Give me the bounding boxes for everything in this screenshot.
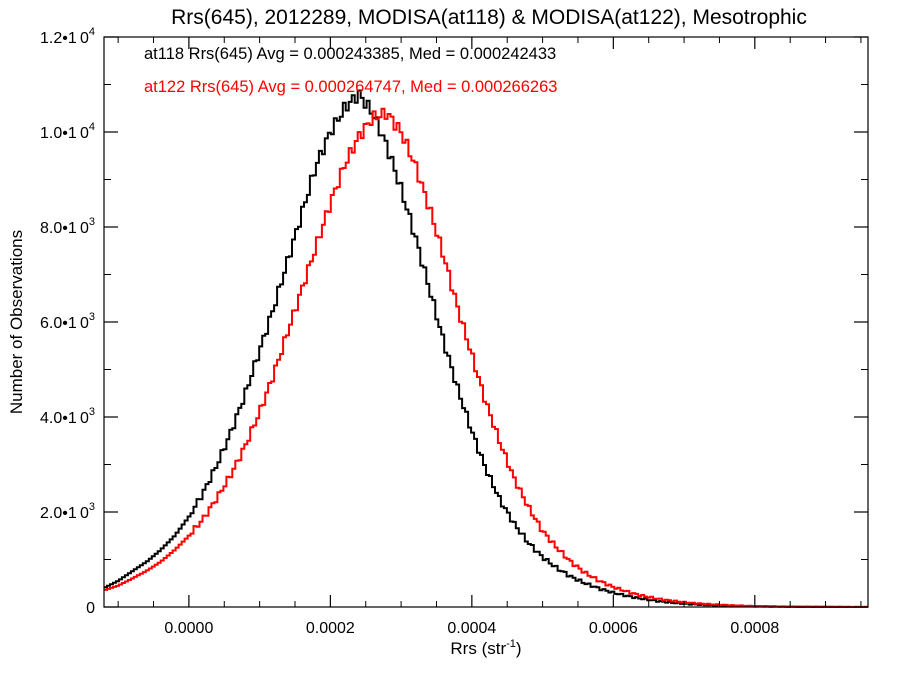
y-tick-label: 0 xyxy=(86,600,95,617)
x-axis-ticks: 0.0000 0.0002 0.0004 0.0006 0.0008 xyxy=(117,37,862,637)
annotation-at122: at122 Rrs(645) Avg = 0.000264747, Med = … xyxy=(144,78,557,96)
x-tick-label: 0.0004 xyxy=(447,620,496,637)
plot-frame xyxy=(103,36,869,608)
y-axis-label: Number of Observations xyxy=(7,230,26,414)
x-tick-label: 0.0006 xyxy=(589,620,638,637)
y-tick-label: 1.2•1 04 xyxy=(40,26,95,47)
chart-title: Rrs(645), 2012289, MODISA(at118) & MODIS… xyxy=(171,6,807,29)
y-tick-label: 4.0•1 03 xyxy=(40,406,95,427)
x-axis-label: Rrs (str-1) xyxy=(450,638,521,658)
series-layer xyxy=(104,89,868,608)
y-tick-label: 1.0•1 04 xyxy=(40,121,95,142)
y-axis-ticks: 0 2.0•1 03 4.0•1 03 6.0•1 03 8.0•1 03 1.0•1 0… xyxy=(40,26,868,617)
annotation-at118: at118 Rrs(645) Avg = 0.000243385, Med = … xyxy=(144,45,556,63)
x-tick-label: 0.0008 xyxy=(730,620,779,637)
x-tick-label: 0.0000 xyxy=(164,620,213,637)
y-tick-label: 6.0•1 03 xyxy=(40,311,95,332)
y-tick-label: 8.0•1 03 xyxy=(40,216,95,237)
y-tick-label: 2.0•1 03 xyxy=(40,501,95,522)
series-line-1 xyxy=(104,107,868,608)
series-line-0 xyxy=(104,89,868,608)
x-tick-label: 0.0002 xyxy=(306,620,355,637)
